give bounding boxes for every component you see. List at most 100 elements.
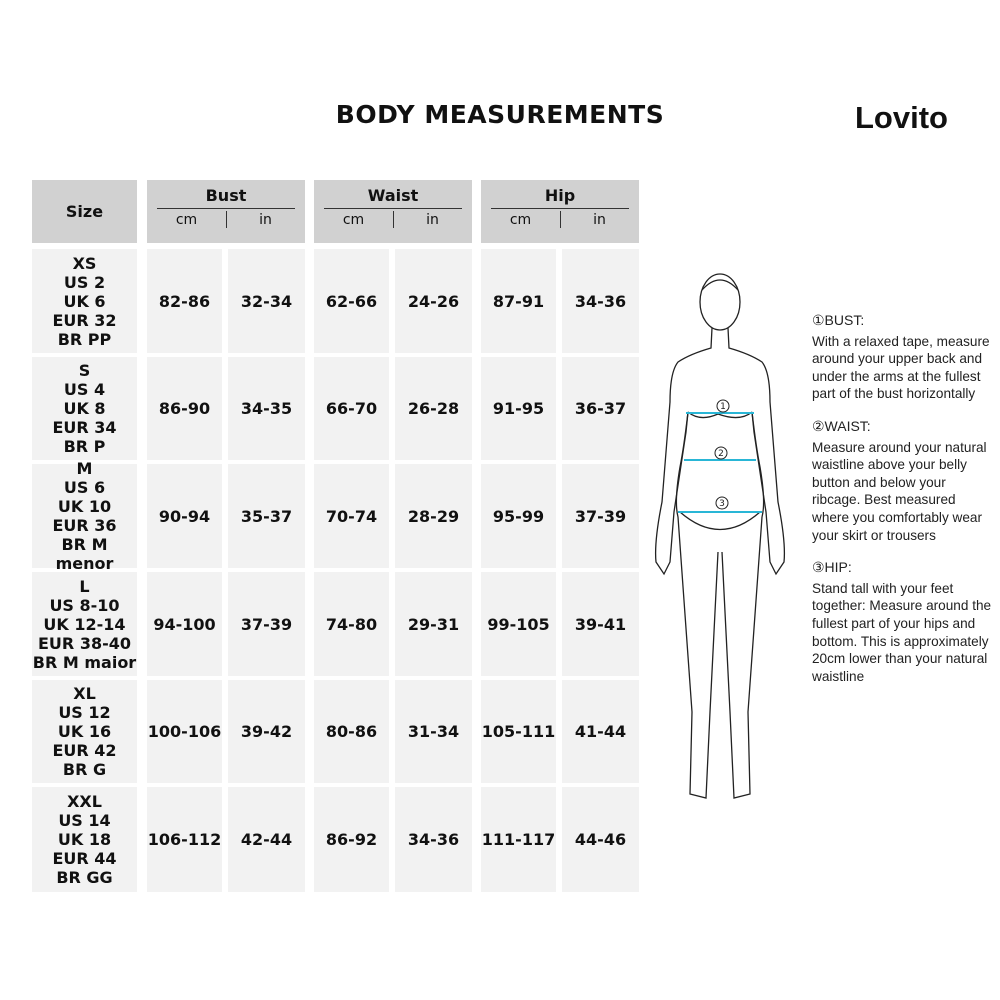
size-label: UK 8: [63, 399, 106, 418]
bust-cm-cell: 82-86: [147, 249, 222, 353]
divider: [560, 211, 561, 228]
size-label: US 6: [63, 478, 106, 497]
marker-3-icon: [715, 496, 729, 510]
hip-note-heading: ③HIP:: [812, 559, 852, 576]
body-figure-illustration: 1 2 3: [654, 273, 786, 799]
hip-note-text: Stand tall with your feet together: Meas…: [812, 580, 992, 684]
marker-2-label: 2: [718, 449, 724, 459]
bust-note-heading: ①BUST:: [812, 312, 865, 328]
unit-cm: cm: [509, 212, 532, 228]
size-label: US 12: [58, 703, 111, 722]
waist-cm-cell: 80-86: [314, 680, 389, 783]
bust-in-cell: 32-34: [228, 249, 305, 353]
bust-in-cell: 37-39: [228, 572, 305, 676]
hip-in-cell: 39-41: [562, 572, 639, 676]
waist-in-cell: 26-28: [395, 357, 472, 460]
bust-cm-cell: 86-90: [147, 357, 222, 460]
size-label: S: [78, 361, 91, 380]
size-label: UK 18: [57, 830, 112, 849]
bust-in-cell: 39-42: [228, 680, 305, 783]
group-label: Hip: [544, 186, 576, 205]
size-label: EUR 36: [52, 516, 117, 535]
size-label: BR PP: [57, 329, 112, 349]
size-label: BR M maior: [32, 652, 137, 672]
page-title: BODY MEASUREMENTS: [335, 100, 665, 129]
brand-logo: Lovito: [855, 100, 948, 135]
waist-header: Waist cm in: [314, 180, 472, 243]
bust-in-cell: 42-44: [228, 787, 305, 892]
waist-in-cell: 24-26: [395, 249, 472, 353]
hip-in-cell: 34-36: [562, 249, 639, 353]
hip-cm-cell: 87-91: [481, 249, 556, 353]
waist-in-cell: 28-29: [395, 464, 472, 568]
size-cell: XS US 2 UK 6 EUR 32 BR PP: [32, 249, 137, 353]
unit-cm: cm: [342, 212, 365, 228]
size-label: UK 12-14: [43, 614, 126, 634]
waist-cm-cell: 70-74: [314, 464, 389, 568]
waist-cm-cell: 62-66: [314, 249, 389, 353]
waist-cm-cell: 74-80: [314, 572, 389, 676]
hip-in-cell: 44-46: [562, 787, 639, 892]
divider: [491, 208, 629, 209]
waist-cm-cell: 66-70: [314, 357, 389, 460]
size-cell: S US 4 UK 8 EUR 34 BR P: [32, 357, 137, 460]
unit-in: in: [426, 212, 439, 228]
size-label: UK 10: [57, 497, 112, 516]
bust-cm-cell: 100-106: [147, 680, 222, 783]
measurement-notes: ①BUST: With a relaxed tape, measure arou…: [812, 312, 992, 700]
size-label: US 4: [63, 380, 106, 399]
size-label: UK 6: [63, 291, 106, 311]
bust-cm-cell: 90-94: [147, 464, 222, 568]
waist-note-text: Measure around your natural waistline ab…: [812, 439, 987, 543]
group-label: Waist: [367, 186, 419, 205]
size-label: M: [76, 459, 93, 478]
group-label: Bust: [205, 186, 247, 205]
divider: [324, 208, 462, 209]
size-label: BR GG: [56, 868, 113, 887]
bust-cm-cell: 106-112: [147, 787, 222, 892]
waist-in-cell: 31-34: [395, 680, 472, 783]
hip-cm-cell: 91-95: [481, 357, 556, 460]
marker-1-icon: [716, 399, 730, 413]
hip-in-cell: 37-39: [562, 464, 639, 568]
size-label: XXL: [67, 792, 102, 811]
unit-in: in: [259, 212, 272, 228]
hip-cm-cell: 111-117: [481, 787, 556, 892]
divider: [393, 211, 394, 228]
size-label: BR G: [62, 760, 107, 779]
divider: [226, 211, 227, 228]
divider: [157, 208, 295, 209]
size-header: Size: [32, 180, 137, 243]
size-label: EUR 38-40: [38, 633, 131, 653]
bust-in-cell: 34-35: [228, 357, 305, 460]
size-label: BR M menor: [55, 535, 114, 573]
bust-in-cell: 35-37: [228, 464, 305, 568]
hip-in-cell: 41-44: [562, 680, 639, 783]
marker-2-icon: [714, 446, 728, 460]
waist-in-cell: 34-36: [395, 787, 472, 892]
size-cell: XL US 12 UK 16 EUR 42 BR G: [32, 680, 137, 783]
size-label: XL: [73, 684, 96, 703]
size-cell: XXL US 14 UK 18 EUR 44 BR GG: [32, 787, 137, 892]
waist-cm-cell: 86-92: [314, 787, 389, 892]
size-label: EUR 42: [52, 741, 117, 760]
size-label: US 14: [58, 811, 111, 830]
hip-cm-cell: 105-111: [481, 680, 556, 783]
size-label: EUR 44: [52, 849, 117, 868]
size-label: EUR 32: [52, 310, 117, 330]
hip-header: Hip cm in: [481, 180, 639, 243]
size-label: US 8-10: [49, 595, 120, 615]
unit-cm: cm: [175, 212, 198, 228]
marker-1-label: 1: [720, 402, 726, 412]
size-label: XS: [72, 253, 97, 273]
size-cell: M US 6 UK 10 EUR 36 BR M menor: [32, 459, 137, 573]
size-label: L: [79, 576, 90, 596]
size-label: EUR 34: [52, 418, 117, 437]
hip-cm-cell: 99-105: [481, 572, 556, 676]
hip-cm-cell: 95-99: [481, 464, 556, 568]
bust-note-text: With a relaxed tape, measure around your…: [812, 333, 990, 402]
hip-in-cell: 36-37: [562, 357, 639, 460]
bust-cm-cell: 94-100: [147, 572, 222, 676]
waist-in-cell: 29-31: [395, 572, 472, 676]
unit-in: in: [593, 212, 606, 228]
